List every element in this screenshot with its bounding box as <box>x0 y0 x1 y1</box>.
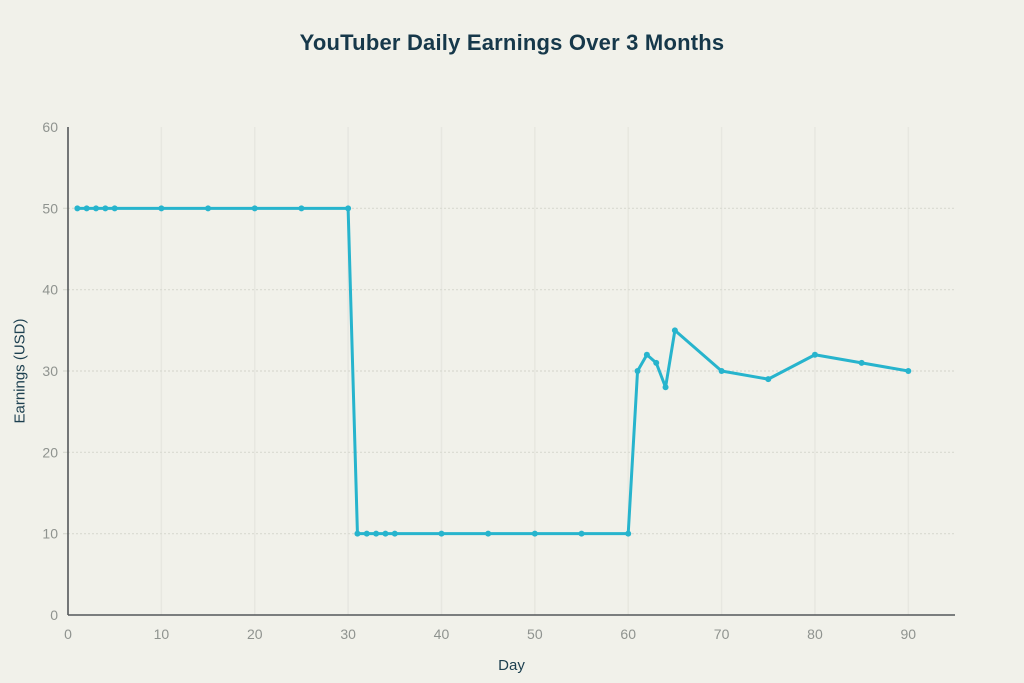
x-tick-label: 30 <box>340 626 356 642</box>
y-tick-label: 30 <box>42 363 58 379</box>
data-point <box>643 351 650 358</box>
data-point <box>438 530 445 537</box>
x-tick-label: 60 <box>620 626 636 642</box>
data-point <box>102 205 109 212</box>
y-axis-title: Earnings (USD) <box>11 318 29 424</box>
data-point <box>363 530 370 537</box>
data-point <box>354 530 361 537</box>
earnings-line <box>75 206 910 536</box>
data-point <box>373 530 380 537</box>
y-tick-label: 60 <box>42 119 58 135</box>
data-point <box>625 530 632 537</box>
data-point <box>391 530 398 537</box>
data-point <box>653 359 660 366</box>
data-point <box>485 530 492 537</box>
data-point <box>905 368 912 374</box>
data-point <box>765 376 772 383</box>
x-axis-title: Day <box>498 657 525 674</box>
y-tick-label: 0 <box>50 607 58 623</box>
data-point <box>382 530 389 537</box>
data-point <box>74 205 81 212</box>
data-point <box>205 205 212 212</box>
data-point <box>251 205 258 212</box>
data-point <box>345 205 352 212</box>
data-point <box>531 530 538 537</box>
x-tick-label: 10 <box>154 626 170 642</box>
data-point <box>578 530 585 537</box>
data-point <box>718 368 725 374</box>
data-point <box>83 205 90 212</box>
data-point <box>858 359 865 366</box>
data-point <box>93 205 100 212</box>
data-point <box>811 351 818 358</box>
x-tick-label: 40 <box>434 626 450 642</box>
y-tick-label: 20 <box>42 444 58 460</box>
y-tick-label: 40 <box>42 282 58 298</box>
data-point <box>634 368 641 374</box>
y-tick-label: 50 <box>42 200 58 216</box>
data-point <box>298 205 305 212</box>
x-tick-label: 50 <box>527 626 543 642</box>
x-tick-label: 20 <box>247 626 263 642</box>
data-point <box>662 384 669 391</box>
x-tick-label: 80 <box>807 626 823 642</box>
y-tick-label: 10 <box>42 526 58 542</box>
data-point <box>111 205 118 212</box>
x-tick-label: 90 <box>901 626 917 642</box>
x-tick-label: 70 <box>714 626 730 642</box>
x-tick-label: 0 <box>64 626 72 642</box>
data-point <box>671 327 678 334</box>
chart-title: YouTuber Daily Earnings Over 3 Months <box>299 30 725 55</box>
data-point <box>158 205 165 212</box>
